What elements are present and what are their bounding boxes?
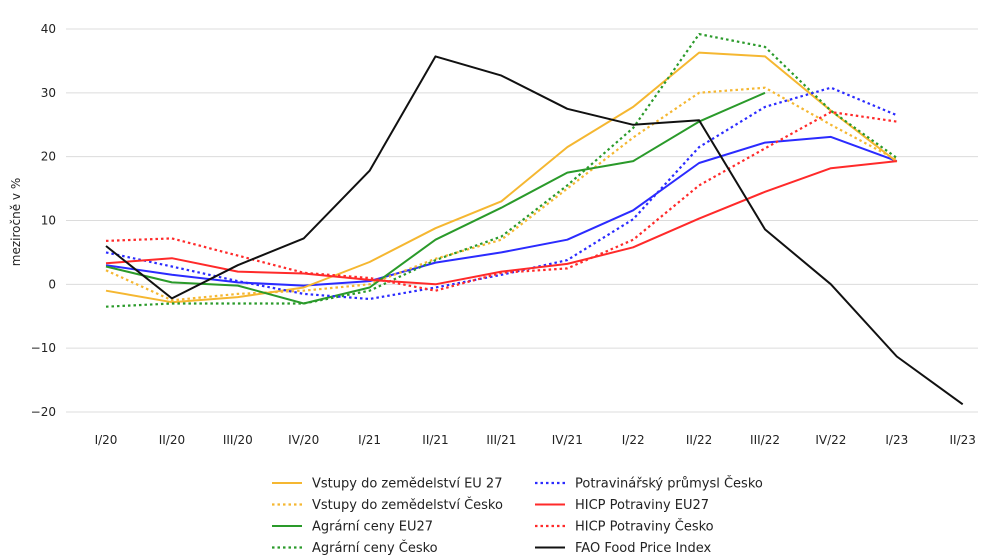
y-tick-label: 20 bbox=[41, 150, 56, 164]
x-tick-label: III/20 bbox=[223, 433, 253, 447]
series-line bbox=[105, 33, 898, 308]
legend-label: Agrární ceny Česko bbox=[312, 540, 438, 556]
series-line bbox=[105, 135, 898, 287]
series-line bbox=[105, 86, 898, 301]
legend-label: Agrární ceny EU27 bbox=[312, 520, 433, 535]
y-tick-label: −20 bbox=[31, 405, 56, 419]
series-line bbox=[105, 91, 766, 305]
series-line bbox=[105, 160, 897, 286]
x-axis-ticks: I/20 II/20 III/20 IV/20 I/21 II/21 III/21 IV/21… bbox=[95, 433, 976, 447]
y-tick-label: 30 bbox=[41, 86, 56, 100]
x-tick-label: I/20 bbox=[95, 433, 118, 447]
x-tick-label: I/23 bbox=[885, 433, 908, 447]
legend-label: Vstupy do zemědelství Česko bbox=[312, 497, 503, 513]
legend-label: Vstupy do zemědelství EU 27 bbox=[312, 477, 502, 492]
series-line bbox=[105, 55, 964, 406]
series-line bbox=[105, 51, 898, 304]
x-tick-label: II/21 bbox=[422, 433, 448, 447]
legend-label: HICP Potraviny Česko bbox=[575, 519, 714, 535]
x-tick-label: IV/20 bbox=[288, 433, 319, 447]
legend-label: Potravinářský průmysl Česko bbox=[575, 476, 763, 492]
y-tick-label: 10 bbox=[41, 214, 56, 228]
legend-label: HICP Potraviny EU27 bbox=[575, 498, 709, 513]
x-tick-label: I/21 bbox=[358, 433, 381, 447]
x-tick-label: III/21 bbox=[486, 433, 516, 447]
x-tick-label: II/22 bbox=[686, 433, 712, 447]
y-axis-ticks: −20 −10 0 10 20 30 40 bbox=[31, 22, 56, 419]
series-line bbox=[105, 110, 897, 292]
x-tick-label: III/22 bbox=[750, 433, 780, 447]
series-lines bbox=[105, 33, 964, 406]
x-tick-label: IV/21 bbox=[552, 433, 583, 447]
series-line bbox=[105, 86, 898, 302]
y-tick-label: 0 bbox=[48, 277, 56, 291]
x-tick-label: II/23 bbox=[950, 433, 976, 447]
x-tick-label: I/22 bbox=[622, 433, 645, 447]
y-tick-label: 40 bbox=[41, 22, 56, 36]
legend: Vstupy do zemědelství EU 27 Vstupy do zem… bbox=[272, 476, 763, 556]
y-tick-label: −10 bbox=[31, 341, 56, 355]
x-tick-label: II/20 bbox=[159, 433, 185, 447]
y-axis-label: meziročně v % bbox=[9, 178, 23, 266]
x-tick-label: IV/22 bbox=[815, 433, 846, 447]
legend-label: FAO Food Price Index bbox=[575, 541, 712, 556]
